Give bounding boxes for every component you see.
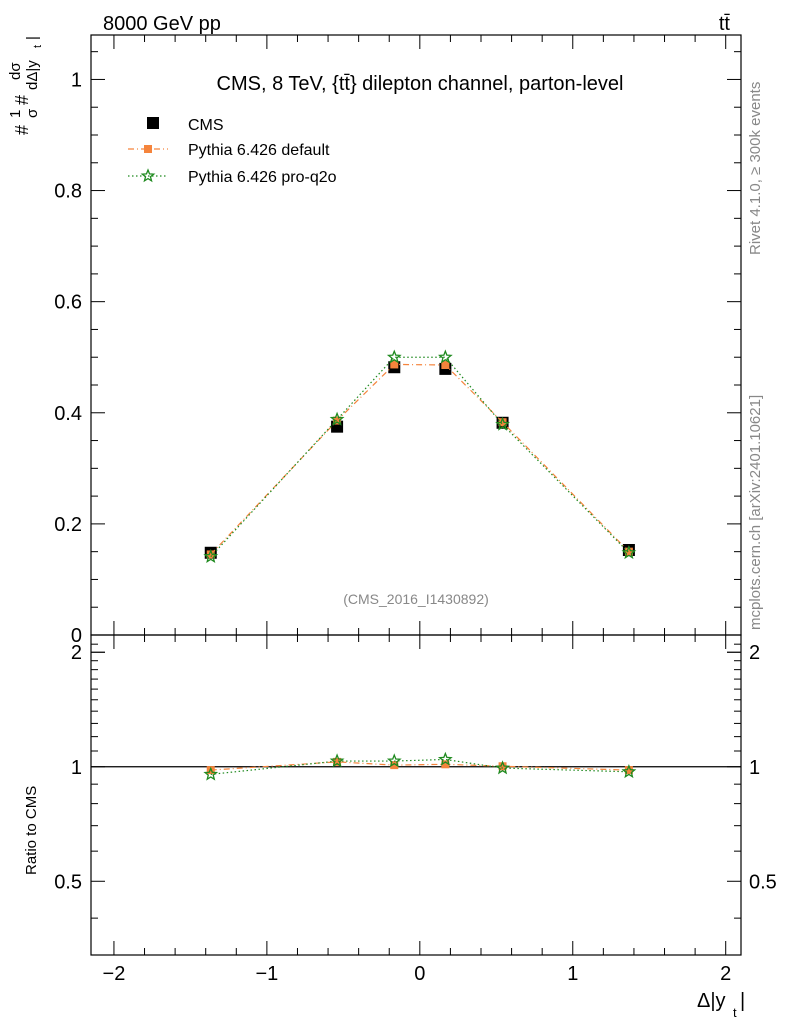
- xlabel-close-bar: |: [740, 990, 745, 1012]
- ylabel-sigma: σ: [24, 108, 41, 118]
- legend-marker-cms: [147, 117, 159, 129]
- main-ytick-label: 0.8: [54, 181, 82, 203]
- main-point-pythia-6-426-pro-q2o: [386, 349, 402, 364]
- legend-label-proq2o: Pythia 6.426 pro-q2o: [188, 169, 337, 186]
- main-point-pythia-6-426-default: [333, 416, 342, 425]
- ratio-point-pythia-6-426-pro-q2o: [329, 753, 345, 768]
- ratio-ytick-label-right: 2: [749, 642, 760, 664]
- xtick-label: 0: [414, 963, 425, 985]
- ratio-frame: [90, 634, 742, 956]
- ratio-point-pythia-6-426-default: [624, 766, 633, 775]
- chart-title: CMS, 8 TeV, {tt̄} dilepton channel, part…: [217, 73, 624, 95]
- xlabel: Δ|y t |: [697, 990, 745, 1020]
- main-ylabel: # 1 σ # dσ dΔ|y t |: [7, 36, 44, 135]
- ratio-point-pythia-6-426-pro-q2o: [437, 751, 453, 766]
- ratio-line-pythia-6-426-default: [210, 761, 629, 771]
- ratio-point-pythia-6-426-default: [390, 761, 399, 770]
- ratio-ylabel: Ratio to CMS: [23, 786, 40, 875]
- main-point-pythia-6-426-pro-q2o: [203, 548, 219, 563]
- ratio-ytick-label: 0.5: [54, 871, 82, 893]
- ylabel-hash-2: #: [12, 95, 32, 105]
- main-line-pythia-6-426-default: [210, 363, 630, 555]
- ratio-point-pythia-6-426-pro-q2o: [203, 766, 219, 781]
- xtick-label: 2: [720, 963, 731, 985]
- legend-label-cms: CMS: [188, 117, 224, 134]
- header-final-state: tt̄: [719, 13, 731, 35]
- ratio-point-pythia-6-426-default: [333, 757, 342, 766]
- legend-label-default: Pythia 6.426 default: [188, 142, 330, 159]
- ylabel-ddelta: dΔ|y: [24, 60, 41, 90]
- ratio-point-pythia-6-426-pro-q2o: [386, 753, 402, 768]
- xtick-label: 1: [567, 963, 578, 985]
- main-ytick-label: 0: [71, 625, 82, 647]
- legend-marker-proq2o: [140, 168, 156, 183]
- main-point-pythia-6-426-default: [441, 361, 450, 369]
- main-point-pythia-6-426-default: [624, 547, 633, 556]
- main-point-pythia-6-426-pro-q2o: [495, 416, 510, 431]
- main-point-pythia-6-426-default: [498, 418, 507, 427]
- ratio-ytick-label-right: 1: [749, 757, 760, 779]
- ratio-ytick-label-right: 0.5: [749, 871, 777, 893]
- ylabel-subscript: t: [32, 45, 44, 48]
- rivet-version-label: Rivet 4.1.0, ≥ 300k events: [747, 82, 764, 255]
- xtick-label: −1: [255, 963, 278, 985]
- main-ytick-label: 0.6: [54, 292, 82, 314]
- legend-marker-default: [144, 145, 152, 153]
- ratio-ytick-label: 2: [71, 642, 82, 664]
- mcplots-label: mcplots.cern.ch [arXiv:2401.10621]: [747, 395, 764, 630]
- ratio-point-pythia-6-426-default: [498, 762, 507, 771]
- ratio-point-pythia-6-426-default: [441, 760, 450, 769]
- main-ytick-label: 0.4: [54, 403, 82, 425]
- ylabel-close-bar: |: [24, 36, 41, 40]
- main-point-pythia-6-426-default: [390, 360, 399, 369]
- main-point-pythia-6-426-pro-q2o: [621, 544, 637, 560]
- main-point-pythia-6-426-pro-q2o: [437, 349, 453, 364]
- main-ytick-label: 1: [71, 69, 82, 91]
- main-point-pythia-6-426-pro-q2o: [329, 411, 345, 426]
- main-ytick-label: 0.2: [54, 514, 82, 536]
- ratio-ytick-label: 1: [71, 757, 82, 779]
- main-line-pythia-6-426-pro-q2o: [210, 356, 630, 558]
- ylabel-dsigma: dσ: [7, 62, 24, 80]
- ratio-plot-area: 0.5 0.5 1 1 2 2 −2 −1 0 1 2: [54, 634, 777, 985]
- xlabel-subscript: t: [733, 1005, 737, 1020]
- ylabel-hash-1: #: [12, 125, 32, 135]
- ylabel-one: 1: [7, 110, 24, 118]
- main-point-pythia-6-426-default: [206, 550, 215, 559]
- analysis-watermark: (CMS_2016_I1430892): [343, 591, 489, 607]
- xtick-label: −2: [103, 963, 126, 985]
- ratio-point-pythia-6-426-pro-q2o: [495, 760, 510, 775]
- header-process: 8000 GeV pp: [103, 13, 221, 35]
- xlabel-main: Δ|y: [697, 990, 726, 1012]
- legend: CMS Pythia 6.426 default Pythia 6.426 pr…: [128, 117, 337, 186]
- main-plot-area: 0 0.2 0.4 0.6 0.8 1: [54, 34, 742, 647]
- ratio-point-pythia-6-426-pro-q2o: [621, 764, 637, 779]
